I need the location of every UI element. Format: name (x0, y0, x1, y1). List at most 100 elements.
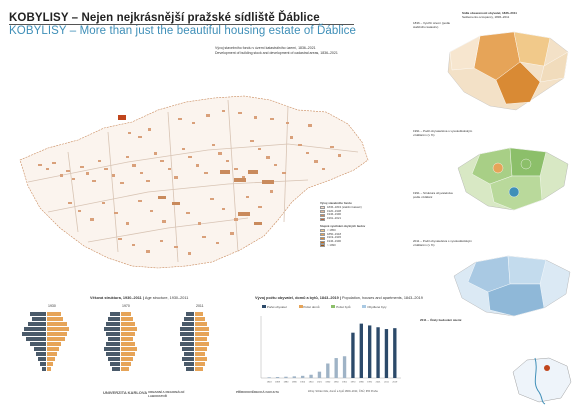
population-bar (359, 323, 363, 379)
legend-label: 1920–1938 (327, 208, 341, 213)
population-bar (284, 376, 288, 378)
pop-title-cz: Vývoj počtu obyvatel, domů a bytů, 1843–… (255, 296, 339, 300)
x-tick-label: 1921 (317, 382, 323, 384)
poster-title-english: KOBYLISY – More than just the beautiful … (9, 25, 357, 37)
population-bar (342, 356, 347, 378)
road-network (27, 99, 359, 263)
pop-legend-label: Počet bytů (336, 305, 351, 309)
legend-item: 1946–1990 (320, 213, 410, 217)
x-tick-label: 1890 (292, 382, 298, 384)
pyramid-year: 2011 (196, 304, 204, 308)
x-tick-label: 1991 (367, 382, 373, 384)
x-tick-label: 1961 (342, 382, 348, 384)
pop-legend-label: Obydlené byty (367, 305, 387, 309)
legend-swatch (320, 240, 325, 244)
right-panel-caption: Sídla obsazenosti obyvatel, 1836–2011 Se… (462, 11, 517, 20)
pop-legend-swatch (262, 305, 266, 308)
map5-legend: 2011 – Účely budování území (420, 318, 500, 322)
main-map-caption-cz: Vývoj stavebního fondu v území katastrál… (215, 46, 316, 50)
population-bar (275, 377, 280, 378)
legend-label: 1991–2021 (327, 216, 341, 221)
legend-swatch (320, 229, 325, 233)
locator-map (512, 357, 572, 405)
legend-swatch (320, 244, 325, 248)
x-tick-label: 2011 (384, 382, 389, 384)
x-tick-label: 1869 (275, 382, 281, 384)
legend-label: > 1990 (327, 242, 336, 247)
right-panel-caption-cz: Sídla obsazenosti obyvatel, 1836–2011 (462, 11, 517, 15)
legend-label: 1946–1990 (327, 212, 341, 217)
map-1991-education (457, 147, 569, 211)
legend-title: Vývoj stavebního fondu (320, 201, 352, 205)
legend-item: 1850–1918 (320, 231, 410, 237)
pop-legend-swatch (331, 305, 336, 308)
legend-label: 1836–1843 (stabilní katastr) (327, 204, 362, 209)
population-chart: 1843 1869 1880 1890 1900 1910 1921 1930 1950 1961… (260, 316, 401, 384)
population-bar (317, 371, 322, 378)
legend-item: 1919–1945 (320, 236, 410, 240)
legend-label: 1919–1945 (327, 235, 341, 240)
main-map-caption-en: Development of building stock and develo… (215, 50, 338, 55)
legend-swatch (320, 217, 325, 221)
population-bar (393, 328, 397, 378)
legend-item: 1836–1843 (stabilní katastr) (320, 204, 410, 210)
legend-swatch (320, 236, 325, 240)
building-blocks (38, 110, 341, 255)
pop-legend-item: Počet obyvatel (262, 305, 287, 309)
pop-legend-item: Obydlené byty (362, 305, 386, 309)
legend-label: 1850–1918 (327, 231, 341, 236)
population-bar (376, 327, 380, 378)
x-tick-label: 1900 (300, 382, 306, 384)
pop-title-en: Population, houses and apartments, 1843–… (341, 296, 423, 300)
x-tick-label: 1950 (334, 382, 340, 384)
map1-label: 1836 – Využití území (podle stabilního k… (413, 21, 451, 29)
x-tick-label: 1880 (284, 382, 290, 384)
map5-label: 2011 – Účely budování území (420, 318, 462, 322)
legend-item: 1920–1938 (320, 208, 410, 214)
age-pyramids: 1930 1970 2011 (22, 304, 209, 371)
main-map (19, 95, 369, 269)
pyramid-1930: 1930 (22, 304, 69, 371)
pop-legend-label: Počet obyvatel (266, 305, 287, 309)
pyramid-2011: 2011 (180, 304, 209, 371)
footer: UNIVERZITA KARLOVA URBANNÍ A REGIONÁLNÍ … (8, 388, 408, 408)
legend-label: < 1850 (327, 227, 336, 232)
pop-legend-label: Počet domů (303, 305, 320, 309)
housing-estate-blocks (158, 170, 274, 225)
map3-label: 1991 – Struktura obyvatelstva podle vzdě… (413, 191, 453, 199)
locator-highlight (544, 365, 550, 371)
pop-legend-item: Počet bytů (331, 305, 350, 309)
population-bar (301, 375, 305, 378)
legend-swatch (320, 232, 325, 236)
pop-legend: Počet obyvatel Počet domů Počet bytů Oby… (262, 305, 386, 309)
logo-prirodovedecka: PŘÍRODOVĚDECKÁ FAKULTA (236, 390, 280, 394)
map-2011-education (453, 255, 571, 317)
pop-legend-swatch (298, 305, 303, 308)
title-divider (9, 24, 354, 25)
main-map-caption: Vývoj stavebního fondu v území katastrál… (215, 46, 338, 55)
legend-second-title: Stupně využívání obytných budov (320, 223, 366, 228)
footer-source-note: Zdroj: Sčítání lidu, domů a bytů 1869–20… (308, 390, 378, 393)
legend-swatch (320, 206, 325, 210)
pop-legend-swatch (362, 305, 367, 308)
age-title-cz: Věková struktura, 1930–2011 (90, 296, 142, 300)
population-bar (384, 329, 389, 378)
legend-item: < 1850 (320, 227, 410, 233)
population-bar (309, 374, 313, 378)
x-tick-label: 1970 (351, 382, 357, 384)
cadastral-outline (19, 95, 369, 269)
pyramid-year: 1930 (48, 304, 56, 308)
legend-item: > 1990 (320, 242, 410, 248)
pop-legend-item: Počet domů (298, 305, 320, 309)
population-bar (351, 332, 355, 378)
map4-label: 2011 – Podíl obyvatelstva s vysokoškolsk… (413, 239, 472, 247)
population-bars: 1843 1869 1880 1890 1900 1910 1921 1930 1950 1961… (267, 323, 398, 384)
age-title-en: Age structure, 1930–2011 (144, 296, 189, 300)
x-tick-label: 1930 (325, 382, 331, 384)
population-bar (334, 358, 338, 378)
pyramid-1970: 1970 (104, 304, 137, 371)
x-tick-label: 2001 (376, 382, 382, 384)
population-bar (368, 325, 372, 378)
poster-title-czech: KOBYLISY – Nejen nejkrásnější pražské sí… (9, 12, 320, 24)
legend-item: 1991–2021 (320, 216, 410, 221)
